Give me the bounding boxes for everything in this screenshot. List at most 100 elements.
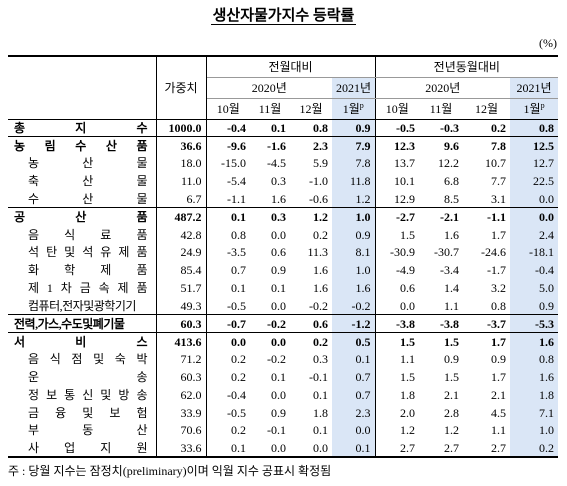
month-text: 1월 [342,102,360,116]
month-row: 10월 11월 12월 1월p 10월 11월 12월 1월p [8,98,559,119]
prelim-mark: p [359,101,364,110]
yoy-value: 0.9 [444,352,460,367]
month-text: 11월 [258,102,282,116]
weight: 36.6 [156,136,207,155]
mom-value: 2.3 [313,138,328,153]
yoy-value: 5.0 [510,279,559,297]
yoy-value: 1.6 [444,227,460,242]
year-header: 2020년 [375,77,511,99]
mom-value: 7.9 [332,136,376,155]
year-header: 2020년 [206,77,332,99]
yoy-value: 0.2 [510,439,559,458]
yoy-value: 1.5 [444,334,460,349]
weight: 70.6 [156,421,207,440]
yoy-value: 7.8 [491,138,507,153]
mom-value: -1.6 [267,138,286,153]
yoy-value: 1.4 [444,281,460,296]
yoy-value: 2.7 [444,440,460,455]
month-text: 1월 [523,102,541,116]
yoy-value: 12.7 [510,154,559,173]
item-row: 정 보 통 신 및 방 송 62.0 -0.4 0.0 0.1 0.7 1.8 2.1 2.1 1… [8,385,559,404]
mom-value: 1.0 [332,207,376,226]
yoy-value: 0.9 [491,352,507,367]
month-header: 10월 [206,98,250,119]
mom-value: 0.1 [271,120,286,135]
yoy-value: 13.7 [394,156,416,171]
mom-header: 전월대비 [206,56,376,78]
row-label: 정 보 통 신 및 방 송 [8,385,157,404]
mom-value: 0.1 [313,423,328,438]
yoy-value: 1.1 [491,423,507,438]
mom-value: 0.3 [313,352,328,367]
mom-value: 0.5 [332,332,376,351]
yoy-value: 0.9 [510,296,559,315]
yoy-value: 0.8 [510,119,559,137]
mom-value: 0.3 [271,210,286,225]
weight: 49.3 [156,296,207,315]
yoy-value: 2.7 [491,440,507,455]
yoy-value: 1.2 [444,423,460,438]
mom-value: 0.3 [271,174,286,189]
weight: 85.4 [156,261,207,280]
yoy-value: 2.4 [510,225,559,244]
yoy-value: -1.1 [487,210,507,225]
mom-value: -0.2 [267,352,286,367]
yoy-value: 3.2 [491,281,507,296]
month-header: 10월 [375,98,419,119]
mom-value: 1.8 [313,405,328,420]
item-row: 화 학 제 품 85.4 0.7 0.9 1.6 1.0 -4.9 -3.4 -1.7 -0.4 [8,261,559,280]
mom-value: -0.7 [227,316,246,331]
row-label: 전력,가스,수도및폐기물 [8,314,157,333]
mom-value: 0.1 [231,210,246,225]
row-label: 사 업 지 원 [8,439,157,458]
weight: 71.2 [156,350,207,369]
yoy-value: -2.1 [440,210,460,225]
group-row: 전력,가스,수도및폐기물 60.3 -0.7 -0.2 0.6 -1.2 -3.8 -3.8 -… [8,314,559,333]
mom-value: 0.0 [271,227,286,242]
mom-value: 1.6 [313,263,328,278]
row-label: 제 1 차 금 속 제 품 [8,279,157,297]
mom-value: 11.8 [332,172,376,191]
yoy-value: 12.9 [394,191,416,206]
mom-value: 8.1 [332,243,376,262]
row-label: 음 식 료 품 [8,225,157,244]
yoy-value: 7.7 [491,174,507,189]
mom-value: -3.5 [227,245,246,260]
year-header: 2021년 [510,77,559,99]
month-text: 12월 [475,102,499,116]
yoy-value: 2.8 [444,405,460,420]
mom-value: 0.6 [271,245,286,260]
yoy-value: 1.5 [400,334,416,349]
item-row: 부 동 산 70.6 0.2 -0.1 0.1 0.0 1.2 1.2 1.1 1.0 [8,421,559,440]
weight: 6.7 [156,190,207,208]
item-row: 수 산 물 6.7 -1.1 1.6 -0.6 1.2 12.9 8.5 3.1 0.0 [8,190,559,208]
yoy-value: 2.0 [400,405,416,420]
corner [8,56,157,119]
weight: 60.3 [156,314,207,333]
mom-value: 11.3 [307,245,328,260]
year-header: 2021년 [332,77,376,99]
mom-value: -1.1 [227,191,246,206]
weight: 33.9 [156,403,207,422]
weight: 42.8 [156,225,207,244]
mom-value: -0.2 [309,298,328,313]
mom-value: 1.0 [332,261,376,280]
yoy-value: -3.8 [396,316,416,331]
yoy-value: -3.4 [440,263,460,278]
item-row: 운 송 60.3 0.2 0.1 -0.1 0.7 1.5 1.5 1.7 1.6 [8,368,559,386]
yoy-value: 1.5 [400,370,416,385]
mom-value: 0.2 [313,227,328,242]
mom-value: 0.9 [332,225,376,244]
yoy-value: -4.9 [396,263,416,278]
yoy-value: 3.1 [491,191,507,206]
yoy-value: 1.8 [510,385,559,404]
yoy-value: 10.7 [485,156,507,171]
item-row: 제 1 차 금 속 제 품 51.7 0.1 0.1 1.6 1.6 0.6 1.4 3.2 5.… [8,279,559,297]
yoy-value: 0.6 [400,281,416,296]
mom-value: 0.1 [313,387,328,402]
yoy-value: 0.2 [491,120,507,135]
yoy-value: 0.0 [510,190,559,208]
mom-value: 0.0 [332,421,376,440]
yoy-value: 2.1 [444,387,460,402]
